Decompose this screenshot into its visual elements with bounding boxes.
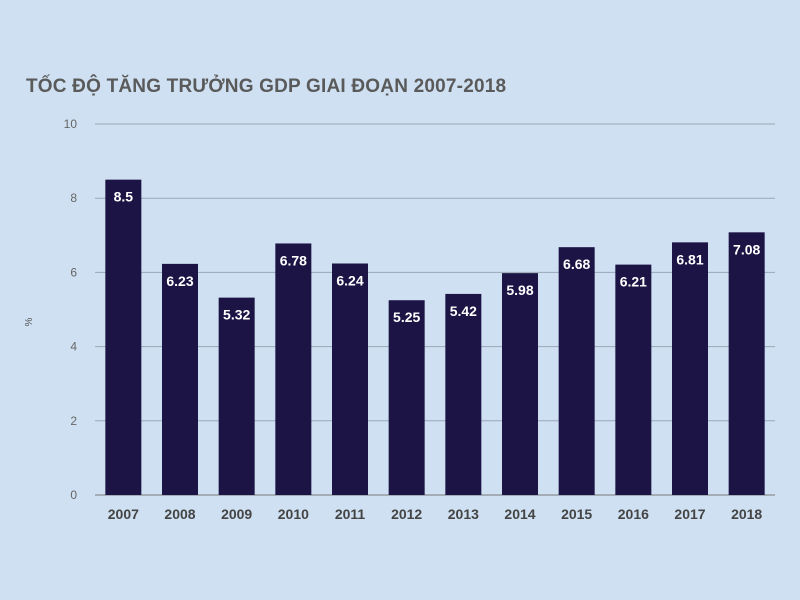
data-label: 5.32 [223, 307, 250, 323]
y-tick-label: 2 [70, 414, 77, 428]
data-label: 5.98 [506, 282, 533, 298]
x-tick-label: 2013 [448, 506, 479, 522]
y-axis-label: % [24, 317, 35, 326]
gridlines [95, 123, 775, 496]
bar [105, 179, 142, 495]
data-label: 6.21 [620, 274, 647, 290]
data-label: 5.42 [450, 303, 477, 319]
bar [728, 232, 765, 495]
x-tick-label: 2016 [618, 506, 649, 522]
x-tick-label: 2014 [504, 506, 535, 522]
y-tick-label: 10 [64, 117, 78, 131]
bar [218, 297, 255, 495]
bar [162, 263, 198, 495]
data-label: 6.68 [563, 256, 590, 272]
data-label: 6.24 [336, 272, 363, 288]
bar [332, 263, 368, 495]
bar [502, 273, 538, 495]
chart-title: TỐC ĐỘ TĂNG TRƯỞNG GDP GIAI ĐOẠN 2007-20… [26, 76, 507, 97]
data-label: 6.81 [676, 251, 703, 267]
data-label: 7.08 [733, 241, 760, 257]
y-tick-label: 6 [70, 265, 77, 279]
data-label: 8.5 [114, 189, 134, 205]
bar [388, 300, 425, 495]
y-axis: 0 2 4 6 8 10 [64, 117, 78, 502]
x-tick-label: 2017 [674, 506, 705, 522]
x-tick-label: 2007 [108, 506, 139, 522]
data-label: 6.78 [280, 252, 307, 268]
y-tick-label: 8 [70, 191, 77, 205]
y-tick-label: 0 [70, 488, 77, 502]
x-tick-label: 2012 [391, 506, 422, 522]
bar [275, 243, 312, 495]
x-tick-label: 2010 [278, 506, 309, 522]
bar [558, 247, 595, 495]
bars [105, 179, 765, 495]
data-label: 6.23 [166, 273, 193, 289]
y-tick-label: 4 [70, 340, 77, 354]
bar [615, 264, 652, 495]
x-tick-label: 2009 [221, 506, 252, 522]
x-tick-label: 2015 [561, 506, 592, 522]
data-label: 5.25 [393, 309, 420, 325]
bar [445, 293, 482, 495]
x-tick-label: 2008 [164, 506, 195, 522]
x-tick-label: 2011 [335, 506, 366, 522]
x-tick-label: 2018 [731, 506, 762, 522]
bar [672, 242, 708, 495]
x-axis: 2007 2008 2009 2010 2011 2012 2013 2014 2015 2016… [108, 506, 763, 522]
data-labels: 8.5 6.23 5.32 6.78 6.24 5.25 5.42 5.98 6.68 6.21 6… [114, 189, 761, 326]
